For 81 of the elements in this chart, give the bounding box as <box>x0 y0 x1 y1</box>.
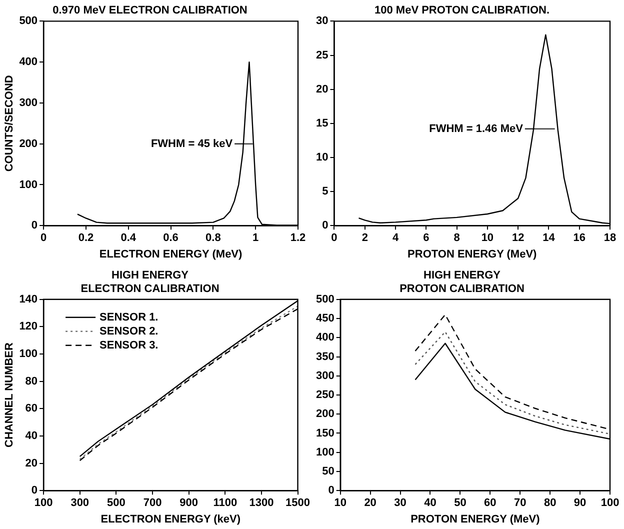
y-tick-label: 0 <box>31 484 38 497</box>
legend-label: SENSOR 3. <box>100 339 158 352</box>
x-tick-label: 40 <box>424 497 436 510</box>
y-tick-label: 100 <box>19 348 38 360</box>
y-tick-label: 120 <box>19 320 38 333</box>
y-tick-label: 80 <box>25 375 38 388</box>
y-tick-label: 250 <box>316 389 334 402</box>
y-tick-label: 350 <box>316 350 334 363</box>
x-tick-label: 1.2 <box>290 232 306 244</box>
x-tick-label: 900 <box>180 497 198 510</box>
y-tick-label: 25 <box>316 49 328 62</box>
y-tick-label: 100 <box>316 446 334 458</box>
x-tick-label: 0.8 <box>206 232 221 244</box>
y-tick-label: 0 <box>31 220 38 232</box>
y-tick-label: 450 <box>316 312 334 325</box>
y-tick-label: 140 <box>19 293 38 306</box>
x-axis-title: PROTON ENERGY (MeV) <box>410 513 540 526</box>
x-tick-label: 0.6 <box>163 232 178 244</box>
x-tick-label: 0.4 <box>120 232 137 244</box>
x-tick-label: 6 <box>423 232 430 244</box>
y-tick-label: 200 <box>316 408 334 420</box>
y-tick-label: 100 <box>19 178 38 191</box>
y-tick-label: 300 <box>19 96 38 109</box>
x-tick-label: 0.2 <box>78 232 94 244</box>
x-tick-label: 70 <box>514 497 526 510</box>
y-tick-label: 20 <box>25 457 38 470</box>
line-series <box>414 331 610 435</box>
y-tick-label: 150 <box>316 427 334 440</box>
x-tick-label: 18 <box>604 232 616 244</box>
annotation: FWHM = 45 keV <box>150 138 234 150</box>
y-tick-label: 30 <box>316 15 328 28</box>
x-tick-label: 500 <box>107 497 126 510</box>
x-tick-label: 10 <box>481 232 494 244</box>
x-tick-label: 90 <box>574 497 586 510</box>
chart-title: 100 MeV PROTON CALIBRATION. <box>374 4 550 17</box>
x-tick-label: 1500 <box>286 497 310 510</box>
x-tick-label: 700 <box>143 497 162 510</box>
x-tick-label: 1100 <box>213 497 238 510</box>
x-tick-label: 14 <box>542 232 556 244</box>
y-tick-label: 10 <box>316 152 328 164</box>
x-tick-label: 300 <box>70 497 90 510</box>
x-tick-label: 20 <box>364 497 376 510</box>
x-axis-title: ELECTRON ENERGY (keV) <box>100 513 241 526</box>
x-tick-label: 60 <box>484 497 496 510</box>
x-tick-label: 0 <box>40 232 47 244</box>
x-tick-label: 4 <box>392 232 400 244</box>
annotation: FWHM = 1.46 MeV <box>429 122 524 135</box>
chart-title: 0.970 MeV ELECTRON CALIBRATION <box>52 4 248 17</box>
y-tick-label: 300 <box>316 370 334 382</box>
y-tick-label: 400 <box>316 332 334 344</box>
y-tick-label: 15 <box>316 117 328 130</box>
legend-label: SENSOR 1. <box>100 311 158 324</box>
y-tick-label: 500 <box>316 293 334 306</box>
x-tick-label: 12 <box>512 232 524 244</box>
y-tick-label: 20 <box>316 83 328 96</box>
x-tick-label: 30 <box>394 497 406 510</box>
y-tick-label: 60 <box>25 402 38 415</box>
x-tick-label: 50 <box>454 497 466 510</box>
x-tick-label: 1300 <box>249 497 274 510</box>
x-tick-label: 10 <box>334 497 346 510</box>
y-tick-label: 200 <box>19 138 38 150</box>
x-tick-label: 8 <box>454 232 460 244</box>
x-axis-title: PROTON ENERGY (MeV) <box>408 248 538 260</box>
chart-title: HIGH ENERGY PROTON CALIBRATION <box>400 270 524 295</box>
y-axis-title: COUNTS/SECOND <box>4 75 16 172</box>
x-axis-title: ELECTRON ENERGY (MeV) <box>99 248 243 260</box>
y-axis-title: CHANNEL NUMBER <box>4 342 16 448</box>
x-tick-label: 2 <box>362 232 368 244</box>
x-tick-label: 100 <box>600 497 620 510</box>
legend-label: SENSOR 2. <box>100 325 158 338</box>
x-tick-label: 80 <box>544 497 556 510</box>
y-tick-label: 50 <box>322 466 334 478</box>
y-tick-label: 0 <box>322 220 328 232</box>
x-tick-label: 1 <box>252 232 259 244</box>
x-tick-label: 16 <box>573 232 586 244</box>
y-tick-label: 40 <box>25 430 38 442</box>
y-tick-label: 500 <box>19 15 38 28</box>
y-tick-label: 5 <box>322 186 328 198</box>
y-tick-label: 0 <box>328 484 334 497</box>
y-tick-label: 400 <box>19 56 38 68</box>
chart-title: HIGH ENERGY ELECTRON CALIBRATION <box>80 270 220 295</box>
